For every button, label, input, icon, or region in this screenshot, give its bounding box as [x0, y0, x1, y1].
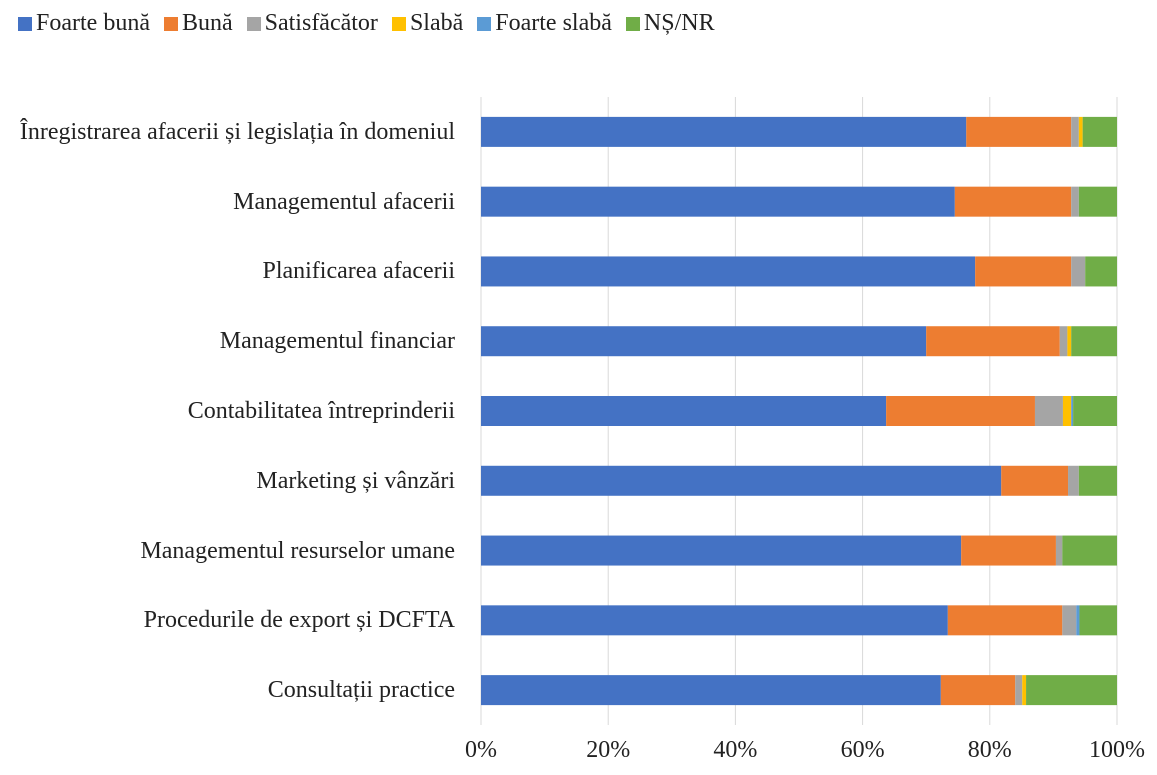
legend-swatch	[246, 16, 261, 31]
legend-item: Foarte bună	[18, 10, 150, 37]
bar-segment	[1073, 396, 1117, 426]
bar-segment	[1071, 186, 1079, 217]
legend-label: Foarte bună	[36, 10, 150, 36]
bar-segment	[481, 186, 955, 217]
bar-segment	[1062, 605, 1077, 636]
bar-segment	[1076, 605, 1080, 636]
bar-segment	[1085, 256, 1117, 287]
x-tick-label: 80%	[968, 737, 1012, 763]
legend-swatch	[391, 16, 406, 31]
legend-label: Foarte slabă	[495, 10, 612, 36]
legend-label: Slabă	[409, 10, 464, 36]
legend-item: Satisfăcător	[246, 10, 378, 37]
x-tick-label: 20%	[586, 737, 630, 763]
category-label: Managementul resurselor umane	[140, 537, 455, 564]
bar-segment	[481, 465, 1002, 496]
bar-segment	[481, 675, 941, 706]
legend-label: Satisfăcător	[264, 10, 378, 36]
bar-segment	[966, 116, 1072, 147]
bar-segment	[1022, 675, 1027, 706]
bar-segment	[1079, 605, 1117, 636]
bar-segment	[481, 396, 887, 426]
bar-segment	[947, 605, 1063, 636]
x-tick-label: 100%	[1089, 737, 1145, 763]
legend-swatch	[18, 16, 32, 31]
bar-segment	[1015, 675, 1023, 706]
bar-segment	[975, 256, 1072, 287]
bar-segment	[1034, 396, 1063, 426]
category-label: Contabilitatea întreprinderii	[187, 398, 455, 424]
bar-segment	[481, 116, 967, 147]
bar-segment	[1026, 675, 1117, 706]
bar-segment	[1067, 326, 1072, 357]
bar-segment	[1059, 326, 1068, 357]
bar-segment	[1062, 396, 1072, 426]
bar-segment	[1071, 326, 1117, 357]
category-label: Înregistrarea afacerii și legislația în …	[19, 118, 455, 145]
bar-segment	[961, 535, 1056, 566]
x-tick-label: 60%	[841, 737, 885, 763]
bar-segment	[940, 675, 1016, 706]
legend-swatch	[163, 16, 178, 31]
bar-segment	[1062, 535, 1117, 566]
bar-segment	[1055, 535, 1063, 566]
legend-item: Bună	[163, 10, 233, 37]
bar-segment	[954, 186, 1072, 217]
bar-segment	[1078, 186, 1117, 217]
bar-segment	[481, 326, 927, 357]
legend-item: Slabă	[391, 10, 464, 37]
legend-swatch	[625, 16, 640, 31]
category-label: Planificarea afacerii	[262, 258, 455, 285]
bar-segment	[481, 256, 976, 287]
bar-segment	[1078, 465, 1117, 496]
legend-swatch	[477, 16, 492, 31]
category-label: Managementul afacerii	[233, 188, 455, 215]
legend-item: NȘ/NR	[625, 10, 715, 37]
bar-segment	[886, 396, 1035, 426]
bar-segment	[1071, 256, 1086, 287]
bar-segment	[1068, 465, 1079, 496]
legend-label: NȘ/NR	[643, 10, 715, 36]
bar-segment	[481, 535, 962, 566]
bar-segment	[1071, 396, 1074, 426]
bar-segment	[1001, 465, 1069, 496]
bar-segment	[1078, 116, 1083, 147]
bar-segment	[481, 605, 948, 636]
legend-item: Foarte slabă	[477, 10, 612, 37]
bar-segment	[1082, 116, 1117, 147]
bar-segment	[1071, 116, 1079, 147]
x-tick-label: 40%	[713, 737, 757, 763]
category-label: Consultații practice	[267, 677, 455, 704]
legend: Foarte bună Bună Satisfăcător Slabă Foarte s…	[18, 10, 715, 37]
category-label: Marketing și vânzări	[256, 467, 455, 494]
legend-label: Bună	[181, 10, 233, 36]
x-tick-label: 0%	[465, 737, 497, 763]
category-label: Procedurile de export și DCFTA	[143, 607, 455, 634]
bar-segment	[926, 326, 1060, 357]
category-label: Managementul financiar	[219, 328, 455, 355]
